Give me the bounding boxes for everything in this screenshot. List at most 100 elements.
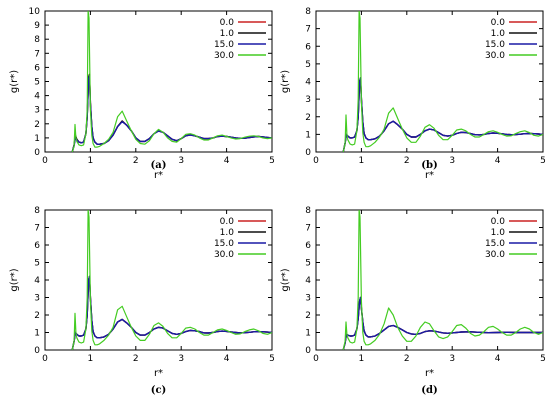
series-lines xyxy=(71,210,272,350)
series-line-3 xyxy=(71,210,272,350)
y-tick-label: 1 xyxy=(34,329,40,339)
y-tick-label: 5 xyxy=(305,259,311,269)
y-tick-label: 8 xyxy=(305,7,311,17)
series-line-0 xyxy=(71,275,272,350)
legend-label: 30.0 xyxy=(214,250,234,260)
y-tick-label: 8 xyxy=(305,206,311,216)
y-tick-label: 2 xyxy=(305,113,311,123)
series-line-1 xyxy=(71,275,272,350)
legend-label: 30.0 xyxy=(214,51,234,61)
y-tick-label: 0 xyxy=(305,346,311,356)
x-tick-label: 5 xyxy=(540,156,546,166)
legend-label: 0.0 xyxy=(220,18,235,28)
y-tick-label: 10 xyxy=(29,7,41,17)
panel-label: (c) xyxy=(151,385,167,396)
y-tick-label: 8 xyxy=(34,206,40,216)
series-lines xyxy=(342,210,543,350)
y-tick-label: 6 xyxy=(34,63,40,73)
series-line-3 xyxy=(71,11,272,152)
x-tick-label: 3 xyxy=(449,354,455,364)
series-line-0 xyxy=(342,77,543,152)
chart-panel-1: 0 1 2 3 4 5 0 1 2 3 4 5 6 7 8 r* g(r*) 0.01.015.030.0 (b) xyxy=(280,7,546,181)
x-tick-label: 1 xyxy=(88,156,94,166)
y-tick-label: 4 xyxy=(34,92,40,102)
legend-label: 0.0 xyxy=(491,217,506,227)
x-tick-label: 1 xyxy=(359,354,365,364)
series-line-2 xyxy=(342,77,543,152)
legend-label: 0.0 xyxy=(491,18,506,28)
x-axis-title: r* xyxy=(154,170,163,181)
y-tick-label: 1 xyxy=(34,134,40,144)
y-tick-label: 2 xyxy=(305,311,311,321)
x-tick-label: 0 xyxy=(42,156,48,166)
x-axis-title: r* xyxy=(425,170,434,181)
panel-label: (b) xyxy=(421,160,437,171)
x-tick-label: 3 xyxy=(178,354,184,364)
y-tick-label: 5 xyxy=(305,60,311,70)
y-axis-title: g(r*) xyxy=(280,70,291,93)
y-tick-label: 1 xyxy=(305,130,311,140)
y-tick-label: 5 xyxy=(34,78,40,88)
series-line-0 xyxy=(71,73,272,152)
y-tick-label: 3 xyxy=(34,294,40,304)
x-tick-label: 5 xyxy=(269,156,275,166)
legend-label: 15.0 xyxy=(485,239,505,249)
series-line-2 xyxy=(71,275,272,350)
x-axis-title: r* xyxy=(425,368,434,379)
panel-label: (d) xyxy=(421,385,437,396)
x-tick-label: 5 xyxy=(269,354,275,364)
x-tick-label: 3 xyxy=(449,156,455,166)
y-axis-title: g(r*) xyxy=(280,268,291,291)
chart-panels: 0 1 2 3 4 5012345678910r*g(r*)0.01.015.030.0(… xyxy=(9,7,546,396)
y-tick-label: 3 xyxy=(305,294,311,304)
y-tick-label: 4 xyxy=(34,276,40,286)
legend-label: 15.0 xyxy=(485,40,505,50)
x-tick-label: 5 xyxy=(540,354,546,364)
x-tick-label: 4 xyxy=(495,354,501,364)
x-tick-label: 3 xyxy=(178,156,184,166)
y-tick-label: 8 xyxy=(34,35,40,45)
panel-label: (a) xyxy=(151,160,167,171)
y-tick-label: 1 xyxy=(305,329,311,339)
y-tick-label: 6 xyxy=(34,241,40,251)
series-line-2 xyxy=(71,75,272,152)
legend: 0.01.015.030.0 xyxy=(214,217,266,260)
x-tick-label: 0 xyxy=(313,156,319,166)
y-axis-title: g(r*) xyxy=(9,70,20,93)
x-tick-label: 4 xyxy=(224,354,230,364)
y-tick-label: 7 xyxy=(34,224,40,234)
y-tick-label: 2 xyxy=(34,120,40,130)
plot-frame xyxy=(315,209,544,351)
chart-panel-0: 0 1 2 3 4 5 0 1 2 3 4 5 6 7 8 9 10 r* g(r*) 0.01.015.030.0 (… xyxy=(9,7,275,181)
legend-label: 30.0 xyxy=(485,51,505,61)
legend: 0.01.015.030.0 xyxy=(485,18,537,61)
legend: 0.01.015.030.0 xyxy=(485,217,537,260)
x-tick-label: 0 xyxy=(313,354,319,364)
y-tick-label: 4 xyxy=(305,276,311,286)
plot-frame xyxy=(315,10,544,153)
series-line-3 xyxy=(342,11,543,152)
legend-label: 1.0 xyxy=(491,228,506,238)
legend-label: 30.0 xyxy=(485,250,505,260)
series-line-1 xyxy=(342,77,543,152)
chart-panel-2: 0 1 2 3 4 5 0 1 2 3 4 5 6 7 8 r* g(r*) 0.01.015.030.0 (c) xyxy=(9,206,275,396)
series-lines xyxy=(71,11,272,152)
x-tick-label: 2 xyxy=(404,156,410,166)
legend-label: 0.0 xyxy=(220,217,235,227)
y-tick-label: 0 xyxy=(34,148,40,158)
y-axis-title: g(r*) xyxy=(9,268,20,291)
legend: 0.01.015.030.0 xyxy=(214,18,266,61)
x-tick-label: 4 xyxy=(224,156,230,166)
series-line-1 xyxy=(71,73,272,152)
y-tick-label: 6 xyxy=(305,42,311,52)
x-tick-label: 2 xyxy=(133,354,139,364)
x-tick-label: 0 xyxy=(42,354,48,364)
y-tick-label: 2 xyxy=(34,311,40,321)
y-tick-label: 7 xyxy=(305,224,311,234)
legend-label: 1.0 xyxy=(491,29,506,39)
x-tick-label: 2 xyxy=(404,354,410,364)
x-axis-title: r* xyxy=(154,368,163,379)
x-tick-label: 4 xyxy=(495,156,501,166)
y-tick-label: 9 xyxy=(34,21,40,31)
